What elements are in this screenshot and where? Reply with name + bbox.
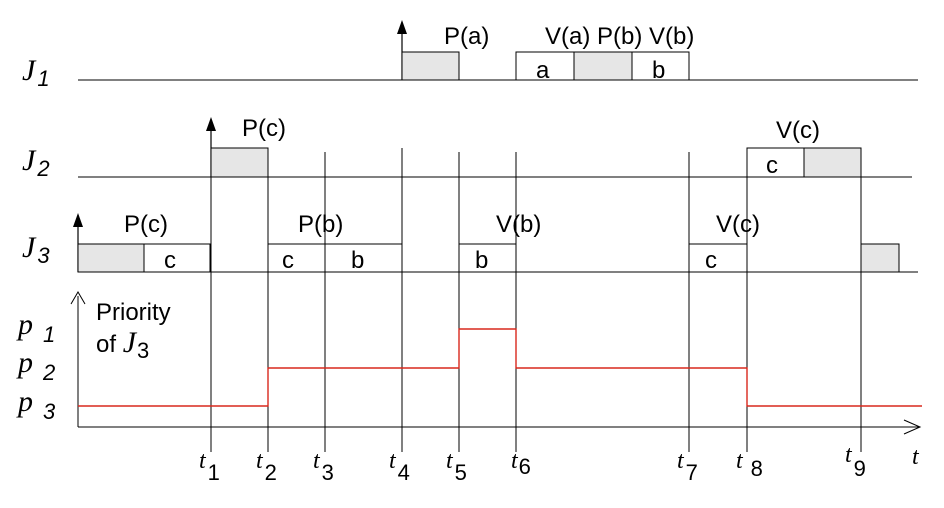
j2-exec-grey-1 [210, 147, 269, 178]
j3-annot-vb: V(b) [496, 211, 541, 238]
j3-exec-c1 [143, 243, 211, 273]
row-j3: J3 c c b b c P(c) P(b) V(b) V(c) [22, 211, 918, 274]
priority-label-line1: Priority [96, 299, 171, 326]
j2-exec-grey-2 [803, 147, 862, 178]
priority-label-line2: of J3 [96, 326, 149, 363]
j1-annot-pa: P(a) [444, 23, 489, 50]
job-label-j2: J2 [22, 144, 50, 181]
j2-annot-vc: V(c) [776, 117, 820, 144]
j3-annot-pb: P(b) [298, 211, 343, 238]
priority-y-arrowhead [70, 291, 86, 305]
j3-exec-grey-1 [77, 243, 145, 273]
tick-label-t4: t4 [389, 448, 410, 485]
j3-exec-grey-2 [860, 243, 900, 273]
tick-label-t3: t3 [313, 448, 334, 485]
j3-exec-c3 [688, 243, 748, 273]
j3-annot-vc: V(c) [716, 211, 760, 238]
tick-label-t2: t2 [256, 448, 277, 485]
j3-exec-c2 [267, 243, 326, 273]
tick-label-t9: t9 [845, 442, 866, 481]
j1-exec-b [631, 51, 690, 81]
j3-priority-step-line [78, 328, 922, 407]
j2-seg-c: c [766, 152, 778, 179]
j1-annot-va-pb-vb: V(a) P(b) V(b) [545, 23, 694, 50]
job-label-j1: J1 [22, 54, 50, 91]
row-j2: J2 c P(c) V(c) [22, 115, 912, 181]
j1-exec-grey-1 [401, 51, 460, 81]
row-j1: J1 a b P(a) V(a) P(b) V(b) [22, 20, 918, 91]
j3-annot-pc: P(c) [124, 211, 168, 238]
j3-exec-b2 [458, 243, 517, 273]
j3-seg-b1: b [351, 247, 364, 274]
j2-annot-pc: P(c) [242, 115, 286, 142]
j3-seg-c2: c [282, 247, 294, 274]
j3-release-arrowhead [73, 213, 83, 227]
tick-label-t6: t6 [511, 448, 531, 479]
tick-label-t5: t5 [446, 448, 467, 485]
j3-seg-c1: c [164, 247, 176, 274]
j2-exec-c [746, 147, 805, 178]
j1-seg-b: b [652, 57, 665, 84]
j1-seg-a: a [536, 57, 550, 84]
j1-release-arrowhead [397, 20, 407, 34]
time-axis-arrowhead [903, 419, 922, 435]
tick-label-t7: t7 [677, 448, 698, 485]
j3-seg-c3: c [705, 247, 717, 274]
tick-label-t1: t1 [199, 448, 220, 485]
time-axis-end-label: t [912, 444, 920, 470]
j3-seg-b2: b [475, 247, 488, 274]
j1-exec-grey-2 [573, 51, 633, 81]
job-label-j3: J3 [22, 231, 50, 268]
